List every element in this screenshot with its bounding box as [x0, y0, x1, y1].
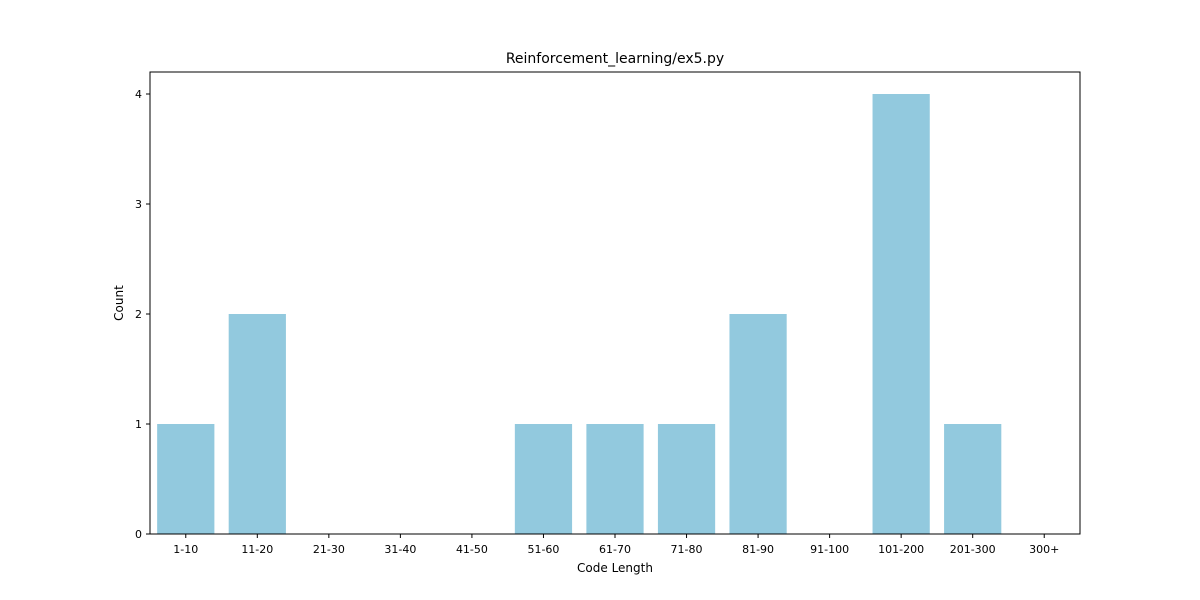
x-tick-label: 41-50 — [456, 543, 488, 556]
x-axis-label: Code Length — [577, 561, 653, 575]
x-tick-label: 21-30 — [313, 543, 345, 556]
bar-61-70 — [586, 424, 644, 534]
plot-frame — [149, 71, 1081, 535]
chart-title: Reinforcement_learning/ex5.py — [506, 51, 724, 67]
y-tick-label: 2 — [135, 308, 142, 321]
x-tick-label: 81-90 — [742, 543, 774, 556]
bar-71-80 — [657, 424, 716, 534]
x-tick-label: 1-10 — [173, 543, 198, 556]
x-tick-label: 300+ — [1029, 543, 1059, 556]
bar-1-10 — [157, 424, 215, 534]
x-tick-label: 31-40 — [384, 543, 416, 556]
y-tick-label: 3 — [135, 198, 142, 211]
y-axis-ticks: 0 1 2 3 4 — [135, 88, 150, 541]
y-tick-label: 4 — [135, 88, 142, 101]
bar-201-300 — [944, 424, 1002, 534]
bar-81-90 — [729, 314, 787, 534]
bar-101-200 — [872, 94, 930, 534]
y-tick-label: 0 — [135, 528, 142, 541]
bars-group — [157, 94, 1002, 534]
y-axis-label: Count — [112, 285, 126, 321]
x-tick-label: 101-200 — [878, 543, 924, 556]
x-tick-label: 71-80 — [671, 543, 703, 556]
bar-11-20 — [228, 314, 286, 534]
x-tick-label: 61-70 — [599, 543, 631, 556]
x-tick-label: 201-300 — [950, 543, 996, 556]
x-tick-label: 11-20 — [241, 543, 273, 556]
x-tick-label: 51-60 — [527, 543, 559, 556]
x-axis-ticks: 1-10 11-20 21-30 31-40 41-50 51-60 61-70 71-80 8… — [173, 534, 1059, 556]
x-tick-label: 91-100 — [810, 543, 849, 556]
y-tick-label: 1 — [135, 418, 142, 431]
bar-51-60 — [514, 424, 573, 534]
